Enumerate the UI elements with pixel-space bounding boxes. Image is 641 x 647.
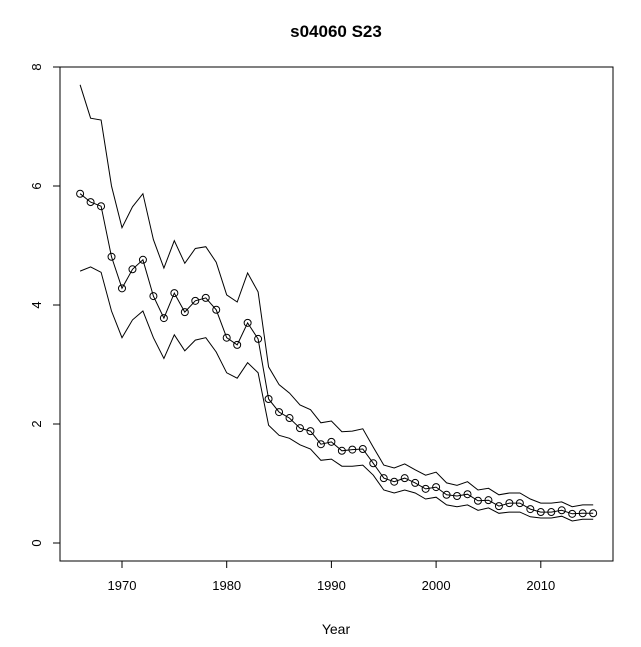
data-point-marker [159,314,168,323]
data-point-marker [201,293,210,302]
data-point-marker [411,478,420,487]
x-tick-label: 1980 [212,578,241,593]
x-axis-label: Year [322,621,351,637]
data-point-marker [254,334,263,343]
data-point-marker [526,505,535,514]
data-point-marker [589,509,598,518]
data-point-marker [107,252,116,261]
data-point-marker [557,506,566,515]
x-tick-label: 1990 [317,578,346,593]
chart-title: s04060 S23 [290,22,382,41]
data-point-marker [515,499,524,508]
data-point-marker [149,292,158,301]
x-tick-label: 2010 [526,578,555,593]
data-point-marker [118,284,126,293]
data-point-marker [473,496,482,505]
data-point-marker [358,444,367,453]
y-tick-label: 4 [29,301,44,308]
data-point-marker [494,502,503,511]
series-line-estimate [79,193,594,515]
data-point-marker [191,296,200,305]
data-point-marker [170,289,179,298]
data-point-marker [505,499,514,508]
data-point-marker [316,440,325,449]
y-tick-label: 6 [29,182,44,189]
data-point-marker [547,508,556,517]
data-point-marker [390,477,399,486]
data-point-marker [243,318,252,327]
data-point-marker [233,340,242,349]
data-point-marker [536,508,545,517]
data-point-marker [76,189,85,198]
data-point-marker [578,509,587,518]
data-point-marker [222,333,231,342]
y-axis: 0 2 4 6 8 [29,63,60,547]
data-point-marker [379,474,388,483]
data-point-marker [484,496,493,505]
data-point-marker [128,265,137,274]
data-point-marker [138,255,147,264]
y-tick-label: 2 [29,420,44,427]
data-point-marker [400,474,409,483]
data-point-marker [180,308,189,317]
data-point-marker [337,446,346,455]
data-point-marker [421,484,430,493]
y-tick-label: 0 [29,539,44,546]
y-tick-label: 8 [29,63,44,70]
data-point-marker [463,490,472,499]
series-line-upper [79,84,594,508]
data-point-marker [369,459,378,468]
data-point-marker [285,414,294,423]
data-point-marker [568,509,577,518]
data-point-marker [306,427,315,436]
series-line-lower [79,266,594,522]
data-point-marker [212,305,221,314]
data-point-marker [348,445,357,454]
data-point-marker [432,483,441,492]
data-point-marker [86,198,95,207]
data-point-marker [442,490,451,499]
data-point-marker [453,491,462,500]
x-axis: 1970 1980 1990 2000 2010 [108,561,555,593]
x-tick-label: 2000 [422,578,451,593]
x-tick-label: 1970 [108,578,137,593]
series-layer [76,84,598,522]
plot-frame [59,66,614,562]
data-point-marker [327,437,336,446]
data-point-marker [275,408,284,417]
data-point-marker [97,202,106,211]
data-point-marker [264,395,273,404]
data-point-marker [295,424,304,433]
